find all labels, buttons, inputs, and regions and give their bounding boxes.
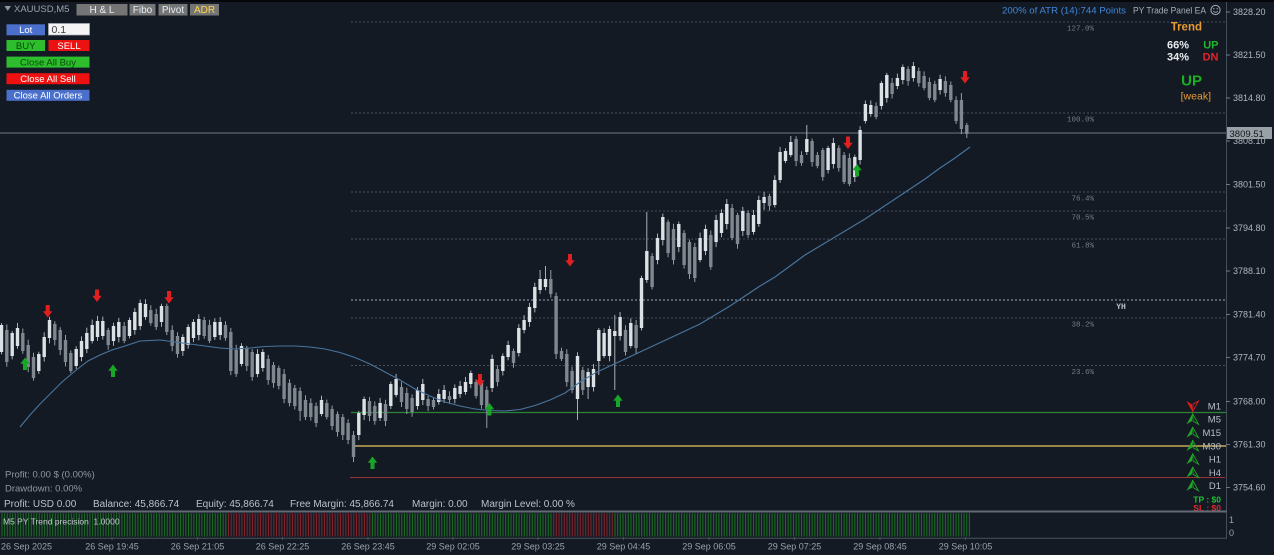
svg-text:29 Sep 07:25: 29 Sep 07:25 — [768, 542, 822, 552]
svg-text:3781.40: 3781.40 — [1233, 310, 1266, 320]
svg-text:H & L: H & L — [89, 5, 114, 16]
svg-text:Margin: 0.00: Margin: 0.00 — [412, 499, 468, 510]
svg-text:29 Sep 03:25: 29 Sep 03:25 — [511, 542, 565, 552]
svg-text:61.8%: 61.8% — [1071, 243, 1094, 251]
svg-text:YH: YH — [1116, 303, 1126, 312]
svg-text:29 Sep 08:45: 29 Sep 08:45 — [853, 542, 907, 552]
svg-text:0: 0 — [1229, 528, 1234, 538]
svg-text:M5 PY Trend precision 1.0000: M5 PY Trend precision 1.0000 — [3, 517, 120, 527]
svg-text:66%: 66% — [1167, 40, 1189, 52]
svg-text:3809.51: 3809.51 — [1230, 129, 1264, 140]
svg-text:Profit: USD 0.00: Profit: USD 0.00 — [4, 499, 77, 510]
svg-text:3794.80: 3794.80 — [1233, 223, 1266, 233]
svg-text:34%: 34% — [1167, 52, 1189, 64]
svg-text:D1: D1 — [1209, 481, 1221, 492]
svg-text:DN: DN — [1203, 52, 1219, 64]
svg-text:Profit: 0.00 $ (0.00%): Profit: 0.00 $ (0.00%) — [5, 470, 95, 481]
svg-text:127.0%: 127.0% — [1067, 26, 1095, 34]
svg-text:Fibo: Fibo — [133, 5, 153, 16]
svg-text:Close All Buy: Close All Buy — [20, 57, 76, 68]
svg-text:Equity: 45,866.74: Equity: 45,866.74 — [196, 499, 274, 510]
svg-text:26 Sep 22:25: 26 Sep 22:25 — [256, 542, 310, 552]
svg-text:UP: UP — [1181, 73, 1202, 90]
svg-text:BUY: BUY — [16, 41, 36, 52]
svg-text:26 Sep 2025: 26 Sep 2025 — [1, 542, 52, 552]
svg-text:Close All Sell: Close All Sell — [20, 74, 75, 85]
svg-text:3801.50: 3801.50 — [1233, 180, 1266, 190]
svg-text:SL : $0: SL : $0 — [1193, 503, 1221, 513]
svg-text:SELL: SELL — [57, 41, 80, 52]
svg-text:PY Trade Panel EA: PY Trade Panel EA — [1133, 6, 1207, 17]
svg-text:3754.60: 3754.60 — [1233, 483, 1266, 493]
svg-text:XAUUSD,M5: XAUUSD,M5 — [14, 4, 69, 15]
svg-text:29 Sep 02:05: 29 Sep 02:05 — [426, 542, 480, 552]
svg-text:H4: H4 — [1209, 468, 1221, 479]
svg-text:M5: M5 — [1208, 415, 1221, 426]
svg-text:76.4%: 76.4% — [1071, 196, 1094, 204]
svg-text:3821.50: 3821.50 — [1233, 50, 1266, 60]
svg-text:1: 1 — [1229, 515, 1234, 525]
svg-text:3788.10: 3788.10 — [1233, 266, 1266, 276]
svg-text:3761.30: 3761.30 — [1233, 440, 1266, 450]
svg-text:M15: M15 — [1203, 428, 1221, 439]
svg-text:Lot: Lot — [19, 25, 33, 36]
svg-text:H1: H1 — [1209, 455, 1221, 466]
svg-text:0.1: 0.1 — [52, 24, 67, 36]
svg-text:Balance: 45,866.74: Balance: 45,866.74 — [93, 499, 180, 510]
svg-text:70.5%: 70.5% — [1071, 215, 1094, 223]
svg-text:UP: UP — [1203, 40, 1218, 52]
svg-text:3828.20: 3828.20 — [1233, 7, 1266, 17]
svg-text:26 Sep 23:45: 26 Sep 23:45 — [341, 542, 395, 552]
svg-text:26 Sep 21:05: 26 Sep 21:05 — [171, 542, 225, 552]
svg-text:Free Margin: 45,866.74: Free Margin: 45,866.74 — [290, 499, 394, 510]
svg-text:TP : $0: TP : $0 — [1193, 495, 1221, 505]
svg-text:3814.80: 3814.80 — [1233, 93, 1266, 103]
svg-text:38.2%: 38.2% — [1071, 322, 1094, 330]
svg-text:Drawdown: 0.00%: Drawdown: 0.00% — [5, 484, 83, 495]
svg-text:Close All Orders: Close All Orders — [14, 91, 83, 102]
svg-text:M30: M30 — [1203, 441, 1221, 452]
svg-text:Trend: Trend — [1171, 22, 1202, 34]
svg-text:[weak]: [weak] — [1181, 91, 1211, 103]
svg-text:100.0%: 100.0% — [1067, 117, 1095, 125]
svg-text:Pivot: Pivot — [162, 5, 184, 16]
svg-text:29 Sep 10:05: 29 Sep 10:05 — [939, 542, 993, 552]
svg-text:26 Sep 19:45: 26 Sep 19:45 — [85, 542, 139, 552]
svg-text:200% of ATR (14):744 Points: 200% of ATR (14):744 Points — [1002, 6, 1126, 17]
svg-text:3808.10: 3808.10 — [1233, 136, 1266, 146]
svg-text:29 Sep 06:05: 29 Sep 06:05 — [682, 542, 736, 552]
svg-text:M1: M1 — [1208, 401, 1221, 412]
svg-text:3768.00: 3768.00 — [1233, 397, 1266, 407]
svg-text:Margin Level: 0.00 %: Margin Level: 0.00 % — [481, 499, 575, 510]
svg-text:ADR: ADR — [194, 5, 215, 16]
svg-text:23.6%: 23.6% — [1071, 369, 1094, 377]
svg-text:29 Sep 04:45: 29 Sep 04:45 — [597, 542, 651, 552]
svg-text:3774.70: 3774.70 — [1233, 353, 1266, 363]
